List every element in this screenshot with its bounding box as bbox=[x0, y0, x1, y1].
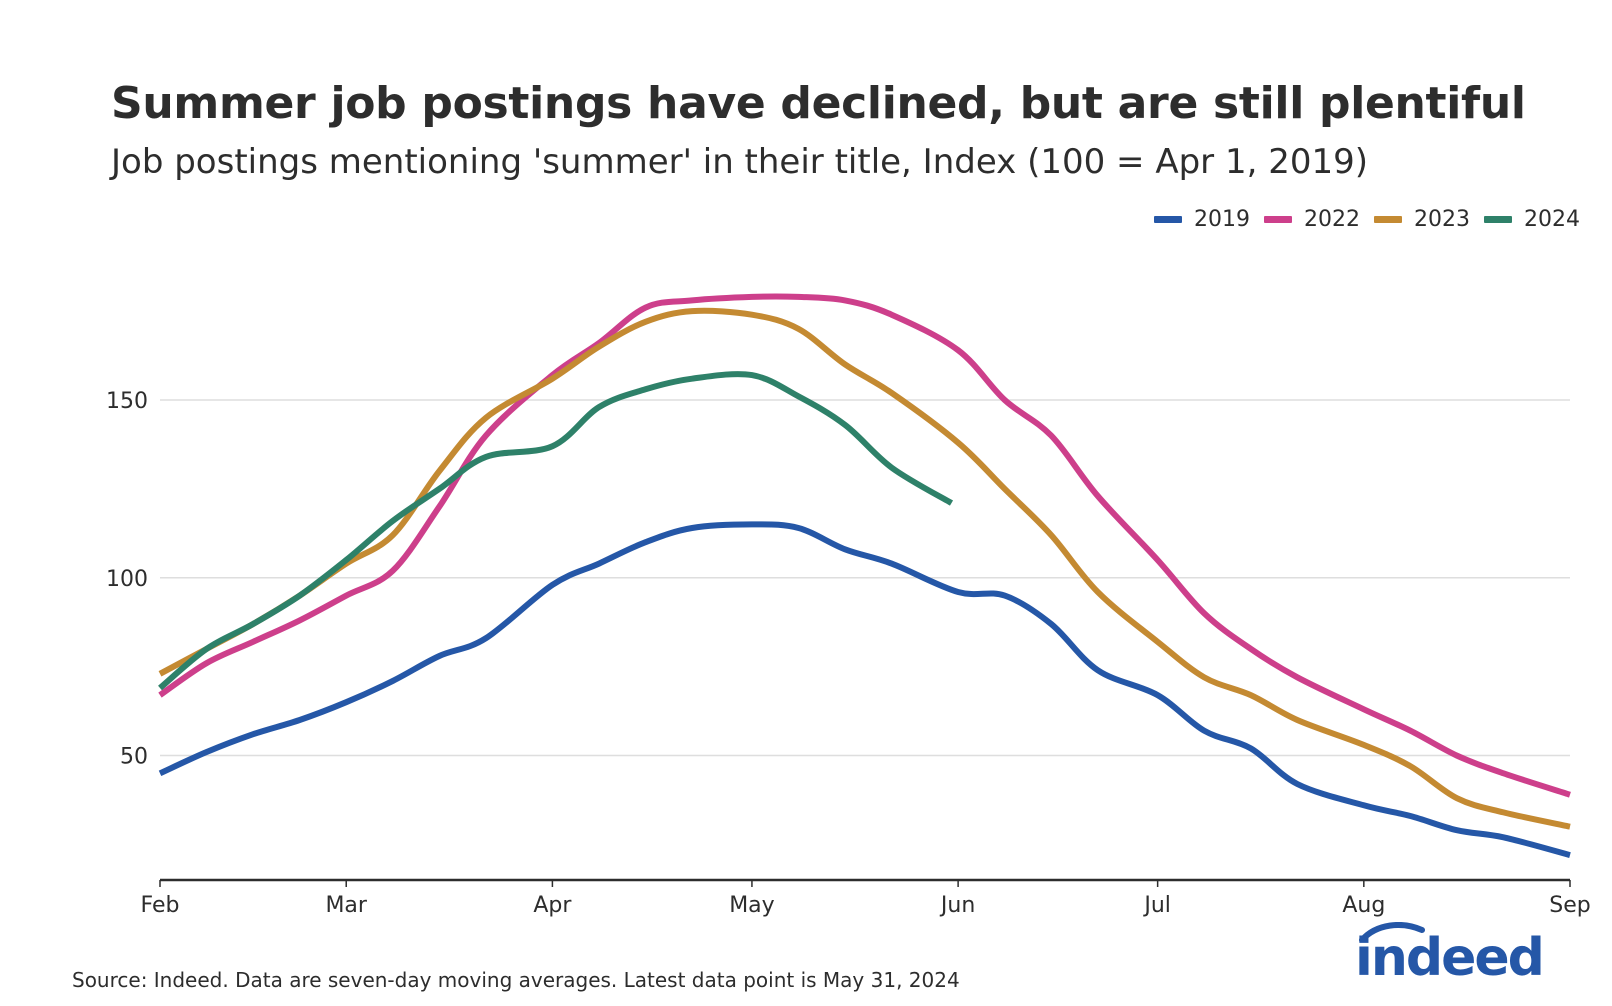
legend-label: 2022 bbox=[1304, 207, 1360, 232]
legend-label: 2023 bbox=[1414, 207, 1470, 232]
x-tick-label: May bbox=[729, 893, 774, 918]
chart-subtitle: Job postings mentioning 'summer' in thei… bbox=[111, 142, 1369, 182]
legend-item-2022: 2022 bbox=[1264, 207, 1360, 232]
x-tick-label: Feb bbox=[141, 893, 180, 918]
legend-swatch bbox=[1484, 216, 1512, 223]
legend-swatch bbox=[1154, 216, 1182, 223]
legend-item-2019: 2019 bbox=[1154, 207, 1250, 232]
legend-label: 2024 bbox=[1524, 207, 1580, 232]
x-tick-label: Jul bbox=[1142, 893, 1171, 918]
y-tick-label: 100 bbox=[106, 567, 148, 592]
y-tick-label: 150 bbox=[106, 389, 148, 414]
x-tick-label: Aug bbox=[1342, 893, 1385, 918]
chart-legend: 2019 2022 2023 2024 bbox=[1154, 207, 1580, 232]
legend-item-2023: 2023 bbox=[1374, 207, 1470, 232]
legend-swatch bbox=[1264, 216, 1292, 223]
legend-swatch bbox=[1374, 216, 1402, 223]
legend-label: 2019 bbox=[1194, 207, 1250, 232]
source-note: Source: Indeed. Data are seven-day movin… bbox=[72, 968, 960, 992]
y-tick-label: 50 bbox=[120, 745, 148, 770]
legend-item-2024: 2024 bbox=[1484, 207, 1580, 232]
series-line-2019 bbox=[158, 521, 1571, 858]
series-line-2022 bbox=[158, 293, 1571, 798]
x-tick-label: Apr bbox=[533, 893, 572, 918]
chart-title: Summer job postings have declined, but a… bbox=[111, 78, 1526, 129]
indeed-logo: indeed bbox=[1355, 928, 1545, 988]
series-line-2024 bbox=[158, 371, 954, 691]
indeed-logo-arc bbox=[1359, 922, 1425, 942]
x-tick-label: Mar bbox=[325, 893, 367, 918]
x-tick-label: Sep bbox=[1549, 893, 1590, 918]
series-line-2023 bbox=[158, 307, 1571, 830]
x-tick-label: Jun bbox=[939, 893, 975, 918]
